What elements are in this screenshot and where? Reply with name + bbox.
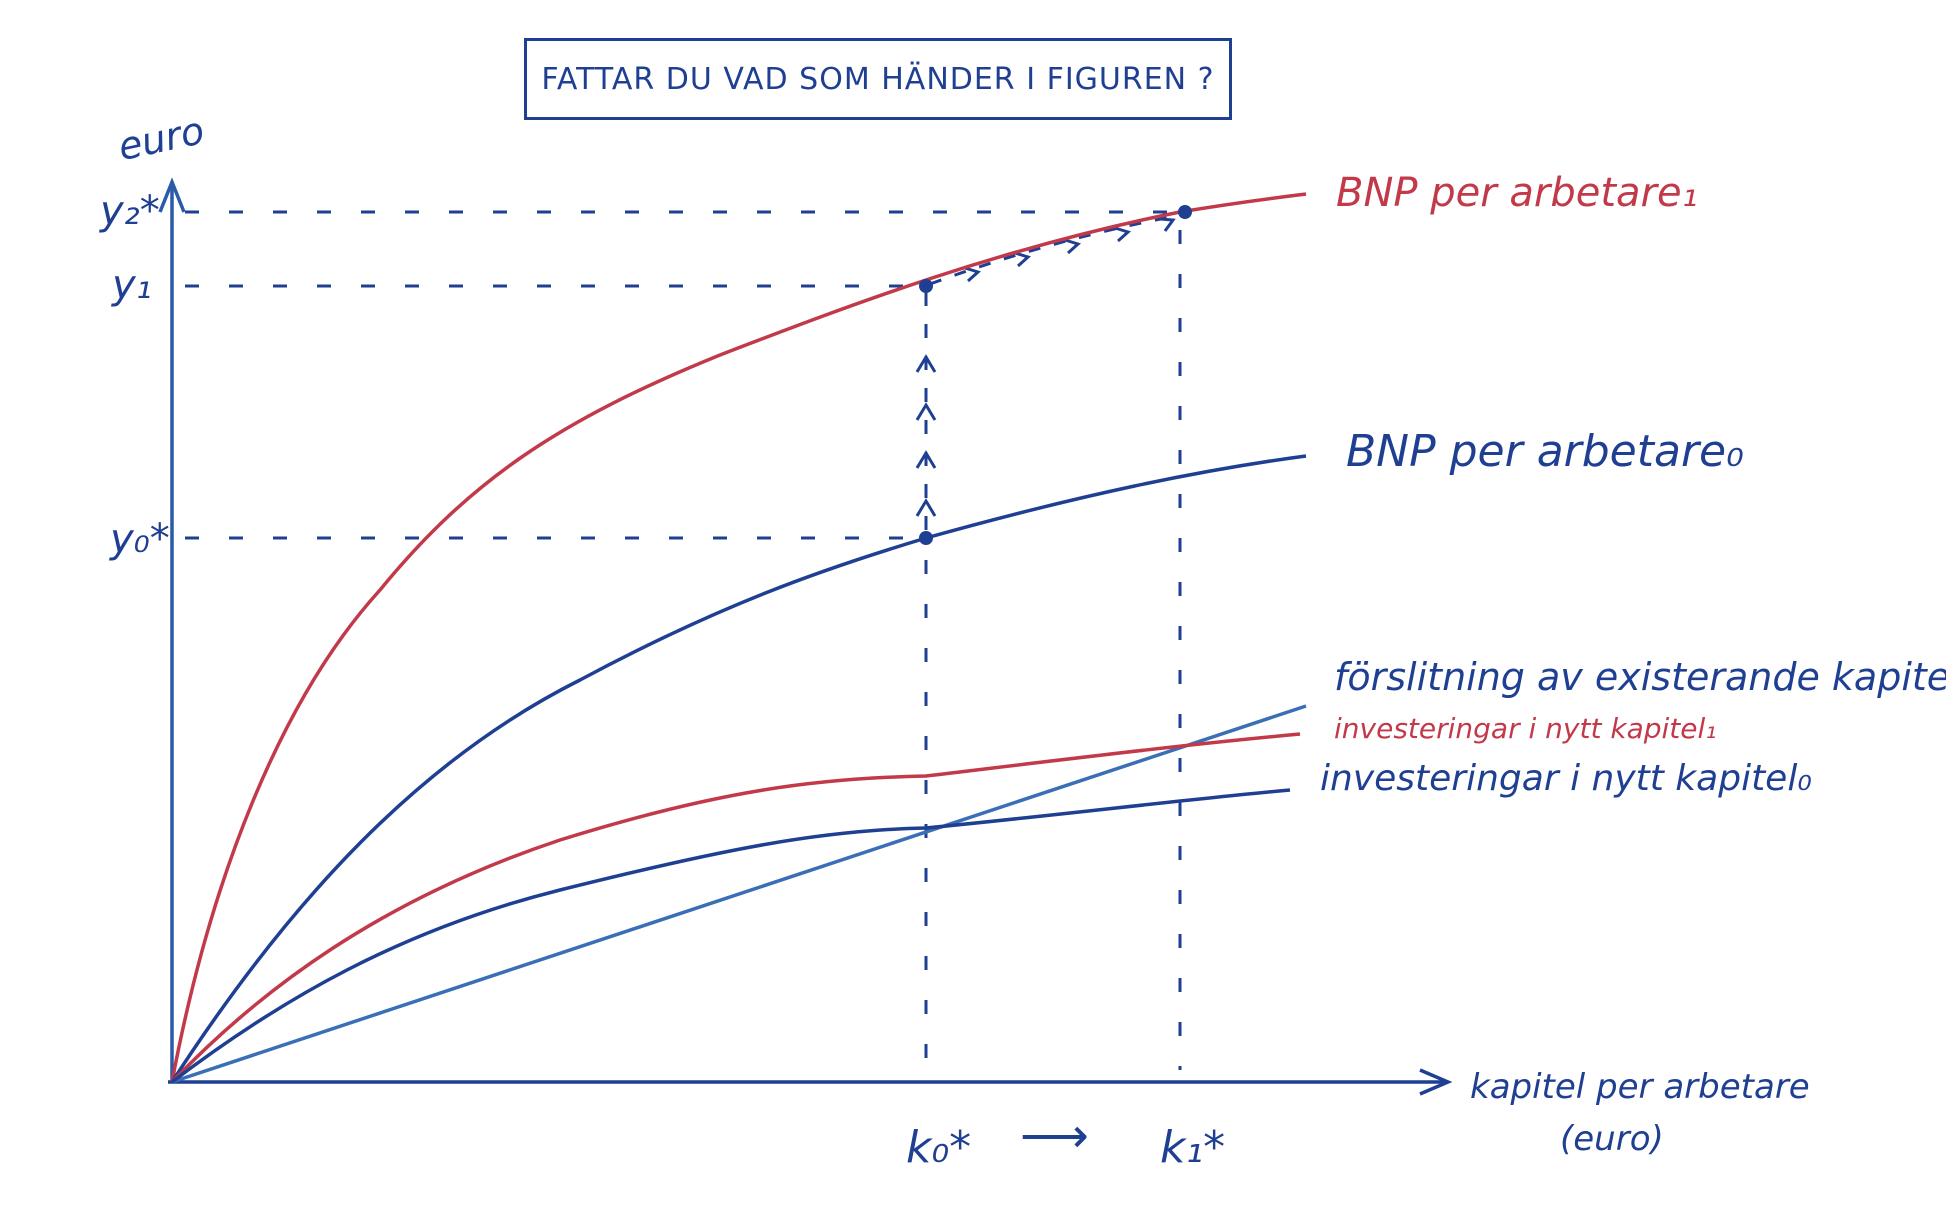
y2-label: y₂* [99,188,160,234]
label-bnp1: BNP per arbetare₁ [1336,170,1698,216]
title-box: FATTAR DU VAD SOM HÄNDER I FIGUREN ? [524,38,1232,120]
curve-bnp0 [170,454,1307,1083]
curve-invest1 [170,732,1301,1084]
point-y1-k0 [919,279,933,293]
shift-up-arrows [915,292,937,530]
y0-label: y₀* [109,516,170,562]
y1-label: y₁ [111,262,152,308]
point-y0-k0 [919,531,933,545]
k0-label: k₀* [906,1122,971,1173]
k1-label: k₁* [1160,1122,1225,1173]
y-axis-label: euro [114,108,208,169]
curve-depreciation [171,704,1307,1084]
x-axis-label-line1: kapitel per arbetare [1470,1067,1810,1107]
point-y2-k1 [1178,205,1192,219]
shift-along-curve-arrows [929,214,1177,286]
curve-bnp1 [170,192,1307,1083]
curve-invest0 [170,788,1291,1084]
x-axis-arrowhead [1419,1068,1453,1096]
label-invest0: investeringar i nytt kapitel₀ [1320,758,1812,799]
label-depreciation: förslitning av existerande kapitel [1334,655,1946,699]
title-text: FATTAR DU VAD SOM HÄNDER I FIGUREN ? [541,61,1215,97]
k-shift-arrow: ⟶ [1020,1108,1089,1164]
x-axis-label-line2: (euro) [1560,1119,1664,1159]
y-axis-arrowhead [158,177,186,213]
label-bnp0: BNP per arbetare₀ [1346,426,1744,477]
label-invest1: investeringar i nytt kapitel₁ [1334,712,1716,745]
